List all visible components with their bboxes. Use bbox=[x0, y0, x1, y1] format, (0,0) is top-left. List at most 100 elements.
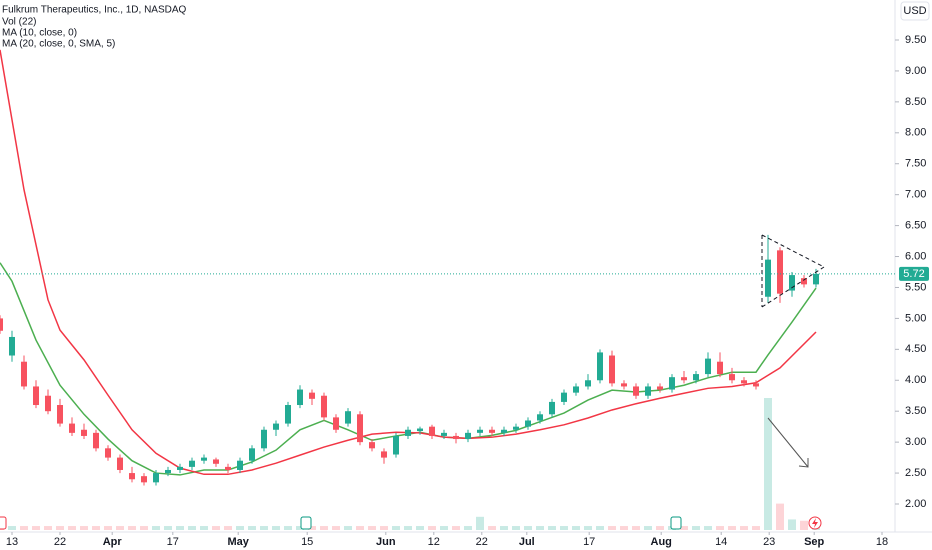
candle-body bbox=[753, 383, 759, 387]
volume-bar bbox=[212, 526, 220, 530]
candle-body bbox=[213, 459, 219, 464]
candle-body bbox=[549, 401, 555, 415]
x-tick-label: Aug bbox=[651, 536, 672, 548]
chart-title: Fulkrum Therapeutics, Inc., 1D, NASDAQ bbox=[2, 5, 187, 16]
volume-bar bbox=[32, 526, 40, 530]
x-tick-label: 15 bbox=[301, 536, 313, 548]
candle-body bbox=[813, 273, 819, 285]
x-tick-label: 13 bbox=[6, 536, 18, 548]
candle-body bbox=[189, 460, 195, 467]
candle-body bbox=[153, 473, 159, 483]
volume-bar bbox=[152, 526, 160, 530]
candle-body bbox=[261, 429, 267, 449]
candle-body bbox=[561, 392, 567, 402]
volume-bar bbox=[236, 526, 244, 530]
candle-body bbox=[177, 466, 183, 470]
candle-body bbox=[681, 377, 687, 381]
y-tick-label: 2.00 bbox=[905, 498, 926, 510]
x-tick-label: Jul bbox=[519, 536, 535, 548]
candle-body bbox=[249, 448, 255, 461]
candle-body bbox=[453, 435, 459, 440]
x-tick-label: Jun bbox=[376, 536, 396, 548]
candle-body bbox=[369, 442, 375, 449]
candle-body bbox=[141, 476, 147, 483]
volume-bar bbox=[188, 526, 196, 530]
volume-bar bbox=[320, 526, 328, 530]
volume-bar bbox=[620, 526, 628, 530]
indicator-legend: MA (20, close, 0, SMA, 5) bbox=[2, 39, 115, 50]
volume-bar bbox=[572, 526, 580, 530]
volume-bar bbox=[704, 526, 712, 530]
event-icons bbox=[0, 516, 822, 530]
candle-body bbox=[801, 278, 807, 285]
x-tick-label: 12 bbox=[428, 536, 440, 548]
earnings-icon bbox=[300, 516, 312, 530]
candle-body bbox=[609, 355, 615, 384]
volume-bar bbox=[560, 526, 568, 530]
candle-body bbox=[417, 428, 423, 431]
candle-body bbox=[69, 423, 75, 433]
currency-box[interactable] bbox=[900, 1, 930, 21]
candle-body bbox=[585, 380, 591, 387]
candle-body bbox=[537, 414, 543, 421]
candle-body bbox=[309, 392, 315, 399]
volume-bar bbox=[440, 526, 448, 530]
candle-body bbox=[381, 451, 387, 458]
candle-body bbox=[57, 405, 63, 424]
candle-body bbox=[333, 417, 339, 430]
volume-bar bbox=[116, 526, 124, 530]
candle-body bbox=[789, 275, 795, 291]
x-tick-label: Apr bbox=[103, 536, 123, 548]
volume-bar bbox=[392, 526, 400, 530]
volume-bar bbox=[332, 526, 340, 530]
ma-line bbox=[0, 49, 817, 476]
volume-bar bbox=[500, 526, 508, 530]
candle-body bbox=[9, 336, 15, 356]
candle-body bbox=[645, 386, 651, 396]
volume-bar bbox=[92, 526, 100, 530]
triangle-drawing bbox=[761, 234, 825, 308]
volume-bar bbox=[296, 526, 304, 530]
currency-label[interactable]: USD bbox=[903, 5, 926, 17]
y-tick-label: 3.00 bbox=[905, 436, 926, 448]
x-tick-label: Sep bbox=[804, 536, 824, 548]
candle-body bbox=[297, 389, 303, 406]
arrow-head bbox=[798, 458, 809, 468]
y-tick-label: 4.50 bbox=[905, 343, 926, 355]
triangle-upper bbox=[761, 234, 825, 268]
y-tick-label: 8.00 bbox=[905, 127, 926, 139]
y-tick-label: 3.50 bbox=[905, 405, 926, 417]
candle-body bbox=[393, 435, 399, 455]
last-price-label: 5.72 bbox=[903, 268, 924, 280]
volume-bar bbox=[176, 526, 184, 530]
candle-body bbox=[165, 469, 171, 474]
y-tick-label: 9.50 bbox=[905, 34, 926, 46]
candle-body bbox=[117, 457, 123, 470]
volume-bar bbox=[272, 526, 280, 530]
candle-body bbox=[597, 352, 603, 381]
y-tick-label: 5.00 bbox=[905, 312, 926, 324]
candle-body bbox=[201, 457, 207, 461]
volume-bar bbox=[128, 526, 136, 530]
candle-body bbox=[129, 473, 135, 480]
candle-body bbox=[285, 405, 291, 424]
volume-bar bbox=[248, 526, 256, 530]
candle-body bbox=[465, 432, 471, 440]
volume-bar bbox=[476, 516, 484, 530]
arrow-drawing bbox=[767, 417, 809, 468]
volume-bar bbox=[416, 526, 424, 530]
volume-bar bbox=[308, 526, 316, 530]
volume-bar bbox=[356, 526, 364, 530]
volume-bar bbox=[740, 526, 748, 530]
x-tick-label: 22 bbox=[54, 536, 66, 548]
candle-body bbox=[717, 361, 723, 375]
candle-body bbox=[21, 361, 27, 387]
volume-bar bbox=[584, 526, 592, 530]
candle-body bbox=[33, 386, 39, 406]
earnings-icon bbox=[0, 516, 7, 530]
volume-bar bbox=[452, 526, 460, 530]
volume-bar bbox=[776, 503, 784, 530]
volume-bar bbox=[548, 526, 556, 530]
